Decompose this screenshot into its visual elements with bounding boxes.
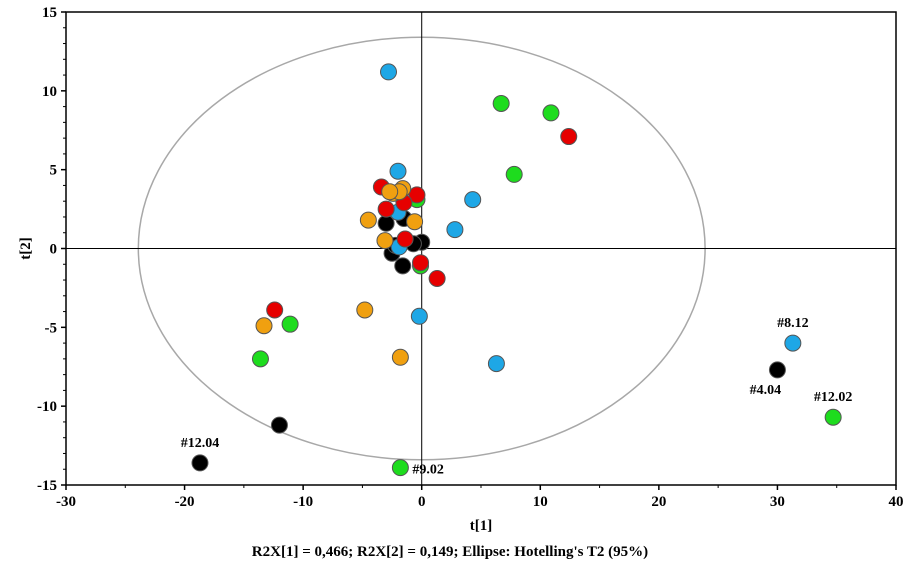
data-point-green	[542, 104, 560, 122]
data-point-orange	[381, 183, 399, 201]
data-point-blue	[464, 191, 482, 209]
data-point-blue	[380, 63, 398, 81]
x-tick-label: 40	[889, 494, 904, 510]
data-point-green	[391, 459, 409, 477]
point-annotation: #9.02	[412, 463, 444, 478]
y-tick-label: 10	[42, 84, 57, 100]
data-point-red	[396, 230, 414, 248]
y-tick-label: -15	[37, 478, 57, 494]
x-tick-label: 0	[418, 494, 426, 510]
x-tick-label: -30	[56, 494, 76, 510]
data-point-red	[377, 200, 395, 218]
x-axis-title: t[1]	[470, 518, 493, 534]
data-point-blue	[389, 162, 407, 180]
x-tick-label: -10	[293, 494, 313, 510]
point-annotation: #8.12	[777, 316, 809, 331]
point-annotation: #12.02	[814, 390, 853, 405]
data-point-red	[408, 186, 426, 204]
data-point-blue	[446, 221, 464, 239]
data-point-green	[824, 408, 842, 426]
point-annotations: #12.04 #9.02 #8.12 #4.04 #12.02	[181, 316, 853, 478]
y-tick-label: 5	[50, 163, 58, 179]
data-point-green	[281, 315, 299, 333]
data-point-green	[251, 350, 269, 368]
data-point-red	[266, 301, 284, 319]
data-points	[191, 63, 842, 477]
data-point-orange	[359, 211, 377, 229]
data-point-black	[394, 257, 412, 275]
data-point-blue	[487, 355, 505, 373]
y-axis-title: t[2]	[18, 237, 34, 260]
x-tick-label: 20	[651, 494, 666, 510]
data-point-red	[560, 128, 578, 146]
data-point-black	[768, 361, 786, 379]
y-tick-label: 15	[42, 5, 57, 21]
point-annotation: #12.04	[181, 436, 220, 451]
data-point-black	[191, 454, 209, 472]
data-point-black	[270, 416, 288, 434]
x-tick-label: 10	[533, 494, 548, 510]
x-tick-label: -20	[175, 494, 195, 510]
data-point-orange	[376, 232, 394, 250]
x-tick-label: 30	[770, 494, 785, 510]
y-tick-label: 0	[50, 242, 58, 258]
axis-ticks: -30 -20 -10 0 10 20 30 40 -15 -10 -5 0 5 10 15	[37, 5, 904, 510]
data-point-orange	[255, 317, 273, 335]
y-tick-label: -5	[45, 320, 58, 336]
y-tick-label: -10	[37, 399, 57, 415]
footer-text: R2X[1] = 0,466; R2X[2] = 0,149; Ellipse:…	[252, 544, 648, 560]
point-annotation: #4.04	[750, 383, 782, 398]
data-point-orange	[356, 301, 374, 319]
data-point-red	[428, 269, 446, 287]
data-point-red	[412, 254, 430, 272]
data-point-orange	[406, 213, 424, 231]
data-point-green	[505, 165, 523, 183]
data-point-green	[492, 94, 510, 112]
data-point-blue	[784, 334, 802, 352]
zero-lines	[66, 12, 896, 485]
data-point-blue	[410, 307, 428, 325]
data-point-orange	[391, 348, 409, 366]
